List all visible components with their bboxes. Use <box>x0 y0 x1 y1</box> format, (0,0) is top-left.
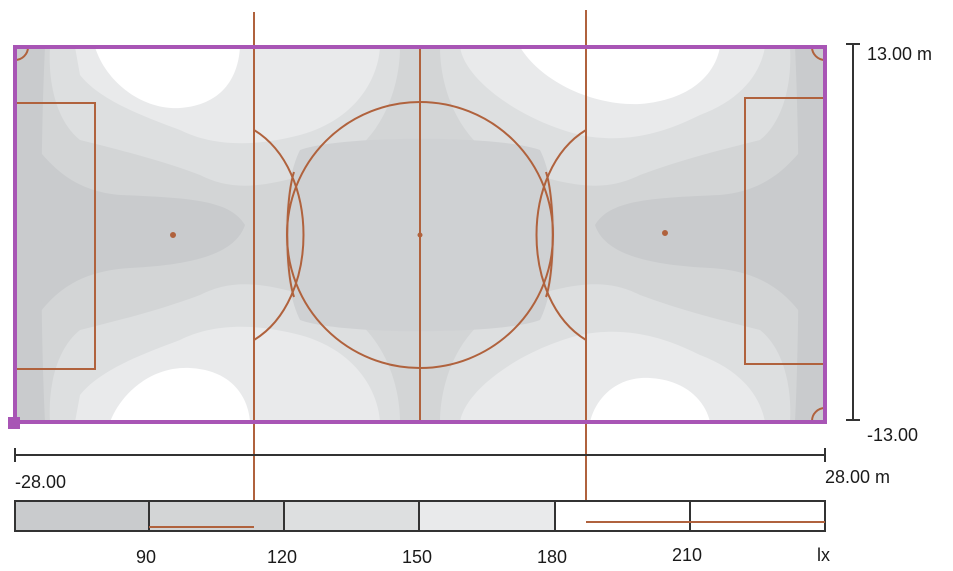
y-axis-bottom-label: -13.00 <box>867 425 919 445</box>
isolux-dark-right-goal <box>595 120 825 350</box>
field-boundary <box>13 45 827 424</box>
legend-scale <box>14 500 826 532</box>
left-arc <box>253 129 305 341</box>
legend-cell-3 <box>283 500 420 532</box>
right-penalty-spot <box>662 230 668 236</box>
isolux-dark-left-strip <box>15 47 45 422</box>
legend-tick-180: 180 <box>537 547 568 567</box>
isolux-dark-right-strip <box>795 47 825 422</box>
x-dimension <box>14 448 826 462</box>
right-arc <box>535 129 587 341</box>
origin-marker <box>8 417 20 429</box>
legend-tick-210: 210 <box>672 545 703 565</box>
center-spot <box>417 232 423 238</box>
x-axis-left-label: -28.00 <box>15 472 67 492</box>
left-arc-outer <box>286 171 295 298</box>
isolux-bright-bottom-right <box>590 377 710 422</box>
legend-cell-1 <box>14 500 150 532</box>
y-axis-top-label: 13.00 m <box>867 44 933 64</box>
isolux-bright-bottom-left <box>110 367 250 422</box>
legend-cell-6 <box>689 500 826 532</box>
legend-unit: lx <box>817 545 830 565</box>
legend-cell-4 <box>418 500 556 532</box>
y-dimension <box>846 43 860 421</box>
legend-tick-120: 120 <box>267 547 298 567</box>
legend-tick-90: 90 <box>136 547 157 567</box>
left-penalty-spot <box>170 232 176 238</box>
isolux-bright-top-left <box>95 47 240 109</box>
x-axis-right-label: 28.00 m <box>825 467 891 487</box>
legend-cell-5 <box>554 500 691 532</box>
isolux-bright-top-right <box>520 47 720 105</box>
legend-tick-150: 150 <box>402 547 433 567</box>
right-arc-outer <box>545 171 554 298</box>
isolux-dark-left-goal <box>15 120 245 350</box>
